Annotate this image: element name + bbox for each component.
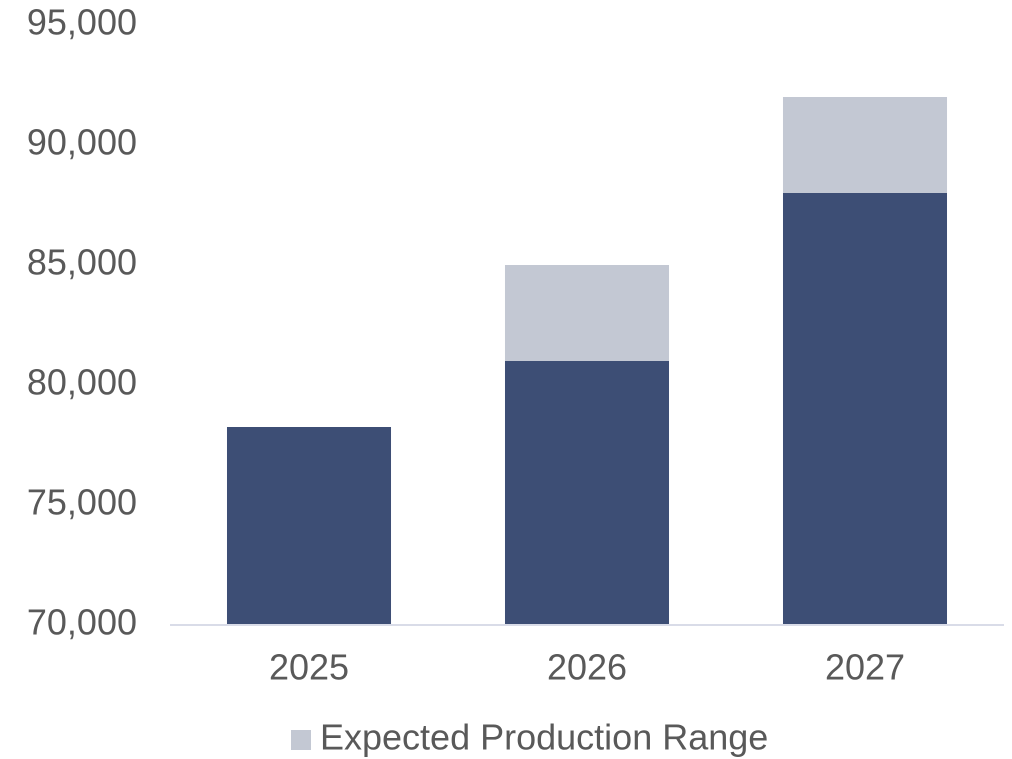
- bar-segment: [782, 97, 948, 193]
- bar-segment: [226, 427, 392, 625]
- bar-segment: [504, 361, 670, 625]
- x-tick-label: 2027: [825, 647, 905, 688]
- y-tick-label: 80,000: [27, 362, 137, 403]
- legend-swatch: [291, 730, 311, 750]
- y-tick-label: 85,000: [27, 242, 137, 283]
- y-tick-label: 75,000: [27, 482, 137, 523]
- bar-segment: [782, 193, 948, 625]
- legend-label: Expected Production Range: [320, 717, 768, 758]
- x-tick-label: 2026: [547, 647, 627, 688]
- y-tick-label: 95,000: [27, 2, 137, 43]
- y-tick-label: 90,000: [27, 122, 137, 163]
- y-tick-label: 70,000: [27, 602, 137, 643]
- x-tick-label: 2025: [269, 647, 349, 688]
- bar-segment: [504, 265, 670, 361]
